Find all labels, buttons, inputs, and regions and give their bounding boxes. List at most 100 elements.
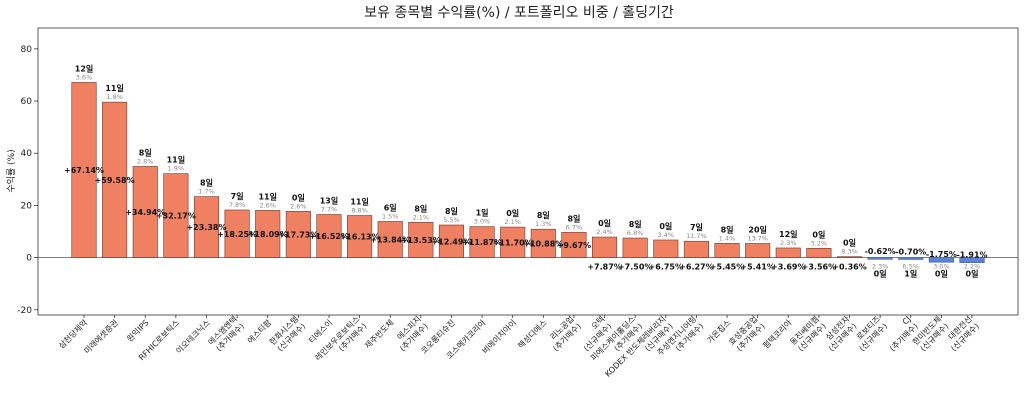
chart-title: 보유 종목별 수익률(%) / 포트폴리오 비중 / 홀딩기간 (364, 5, 674, 21)
holding-days-label: 8일 (721, 224, 734, 234)
x-tick-label: 대한전선(신규매수) (946, 314, 981, 353)
value-label: +11.87% (462, 238, 502, 247)
holding-days-label: 6일 (384, 202, 397, 212)
bar (683, 240, 709, 258)
bar (163, 173, 189, 258)
x-tick-label: CJ(추가매수) (888, 315, 920, 354)
weight-label: 6.5% (903, 263, 920, 271)
holding-days-label: 12일 (75, 63, 94, 73)
x-tick-label: 삼성전자(신규매수) (823, 313, 858, 353)
svg-text:해성디에스: 해성디에스 (516, 317, 549, 350)
bar (377, 221, 403, 258)
svg-text:에스엠엔텍(추가매수): 에스엠엔텍(추가매수) (206, 314, 246, 354)
svg-text:삼천당제약: 삼천당제약 (56, 317, 90, 351)
bar-labels: +67.14%12일3.6%+59.58%11일1.8%+34.94%8일2.8… (64, 63, 988, 278)
value-label: +5.45% (710, 263, 744, 272)
svg-text:동진쎄미켐(신규매수): 동진쎄미켐(신규매수) (788, 314, 828, 354)
holding-days-label: 0일 (292, 192, 305, 202)
bar (622, 237, 648, 258)
holding-days-label: 0일 (506, 208, 519, 218)
bar (867, 257, 893, 260)
svg-text:로보티즈(신규매수): 로보티즈(신규매수) (850, 315, 889, 354)
bar (500, 226, 526, 258)
value-label: -1.75% (926, 250, 957, 259)
bar (469, 226, 495, 258)
x-tick-label: 동진쎄미켐(신규매수) (788, 314, 828, 354)
weight-label: 2.3% (780, 239, 797, 247)
holding-days-label: 0일 (935, 269, 948, 279)
weight-label: 3.6% (76, 73, 93, 81)
value-label: +0.36% (832, 263, 866, 272)
bar (898, 257, 924, 260)
holding-days-label: 8일 (567, 213, 580, 223)
bars (71, 82, 985, 263)
y-tick-label: -20 (17, 306, 32, 316)
bar (775, 247, 801, 258)
bar (653, 239, 679, 258)
x-tick-label: 에스엠엔텍(추가매수) (206, 314, 246, 354)
value-label: +59.58% (95, 176, 135, 185)
value-label: +16.13% (340, 233, 380, 242)
bar (561, 232, 587, 258)
weight-label: 6.7% (566, 223, 583, 231)
x-tick-label: 레인보우로보틱스(추가매수) (313, 314, 369, 370)
x-tick-label: 리노공업(추가매수) (549, 315, 583, 354)
bar (285, 211, 311, 258)
x-tick-label: 효성중공업(추가매수) (727, 315, 766, 354)
weight-label: 2.6% (290, 202, 307, 210)
value-label: +5.41% (740, 263, 774, 272)
y-tick-label: 0 (26, 254, 32, 264)
weight-label: 1.4% (719, 234, 736, 242)
bar (836, 256, 863, 258)
bar (255, 210, 281, 258)
bar (71, 82, 97, 258)
value-label: +7.50% (618, 263, 652, 272)
weight-label: 2.8% (137, 157, 154, 165)
x-tick-label: 펌텍코리아 (761, 317, 795, 351)
svg-text:한화시스템(신규매수): 한화시스템(신규매수) (267, 314, 307, 354)
bar (959, 257, 985, 263)
holding-days-label: 0일 (598, 218, 611, 228)
value-label: +6.27% (679, 263, 713, 272)
value-label: +3.56% (802, 263, 836, 272)
holding-days-label: 8일 (139, 147, 152, 157)
bar (530, 228, 556, 258)
holding-days-label: 0일 (843, 238, 856, 248)
svg-text:효성중공업(추가매수): 효성중공업(추가매수) (727, 315, 766, 354)
y-axis-label: 수익률 (%) (5, 149, 17, 192)
holding-days-label: 8일 (445, 206, 458, 216)
holding-days-label: 11일 (167, 155, 186, 165)
weight-label: 8.3% (841, 248, 858, 256)
weight-label: 13.7% (747, 234, 768, 242)
holding-days-label: 7일 (690, 222, 703, 232)
bar (592, 236, 618, 258)
weight-label: 6.8% (627, 229, 644, 237)
bar (193, 196, 220, 258)
weight-label: 2.1% (504, 218, 521, 226)
x-tick-label: 해성디에스 (516, 317, 549, 350)
value-label: -1.91% (956, 251, 987, 260)
holding-days-label: 1일 (476, 208, 489, 218)
weight-label: 3.2% (811, 239, 828, 247)
bar (714, 243, 740, 258)
value-label: +9.67% (557, 241, 591, 250)
value-label: +13.84% (370, 236, 410, 245)
svg-text:레인보우로보틱스(추가매수): 레인보우로보틱스(추가매수) (313, 314, 369, 370)
weight-label: 1.7% (198, 188, 215, 196)
weight-label: 8.8% (351, 207, 368, 215)
holding-days-label: 20일 (748, 224, 767, 234)
value-label: +13.53% (401, 236, 441, 245)
holding-days-label: 0일 (874, 269, 887, 279)
holding-days-label: 8일 (629, 219, 642, 229)
weight-label: 3.0% (933, 263, 950, 271)
weight-label: 2.6% (259, 201, 276, 209)
holding-days-label: 0일 (966, 269, 979, 279)
weight-label: 7.7% (321, 205, 338, 213)
holding-days-label: 8일 (537, 210, 550, 220)
weight-label: 1.9% (168, 165, 185, 173)
bar (132, 166, 158, 258)
weight-label: 3.4% (658, 231, 675, 239)
value-label: -0.70% (895, 247, 926, 256)
holding-days-label: 13일 (320, 195, 339, 205)
